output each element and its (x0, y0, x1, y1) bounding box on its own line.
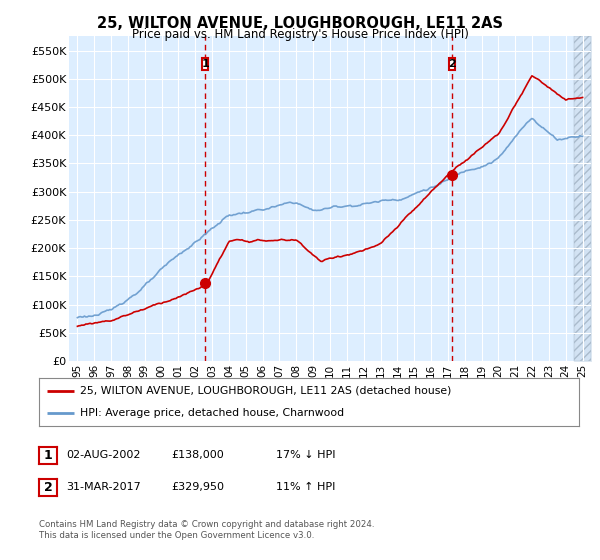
FancyBboxPatch shape (202, 58, 208, 70)
Text: 31-MAR-2017: 31-MAR-2017 (66, 482, 141, 492)
Text: 25, WILTON AVENUE, LOUGHBOROUGH, LE11 2AS: 25, WILTON AVENUE, LOUGHBOROUGH, LE11 2A… (97, 16, 503, 31)
Text: £138,000: £138,000 (171, 450, 224, 460)
Text: 11% ↑ HPI: 11% ↑ HPI (276, 482, 335, 492)
Text: 2: 2 (44, 481, 52, 494)
Text: 02-AUG-2002: 02-AUG-2002 (66, 450, 140, 460)
Text: 1: 1 (44, 449, 52, 462)
Text: 2: 2 (448, 59, 456, 69)
Text: £329,950: £329,950 (171, 482, 224, 492)
Text: 25, WILTON AVENUE, LOUGHBOROUGH, LE11 2AS (detached house): 25, WILTON AVENUE, LOUGHBOROUGH, LE11 2A… (79, 386, 451, 396)
Text: Price paid vs. HM Land Registry's House Price Index (HPI): Price paid vs. HM Land Registry's House … (131, 28, 469, 41)
Text: 1: 1 (202, 59, 209, 69)
Text: Contains HM Land Registry data © Crown copyright and database right 2024.
This d: Contains HM Land Registry data © Crown c… (39, 520, 374, 540)
FancyBboxPatch shape (449, 58, 455, 70)
Text: HPI: Average price, detached house, Charnwood: HPI: Average price, detached house, Char… (79, 408, 344, 418)
Text: 17% ↓ HPI: 17% ↓ HPI (276, 450, 335, 460)
